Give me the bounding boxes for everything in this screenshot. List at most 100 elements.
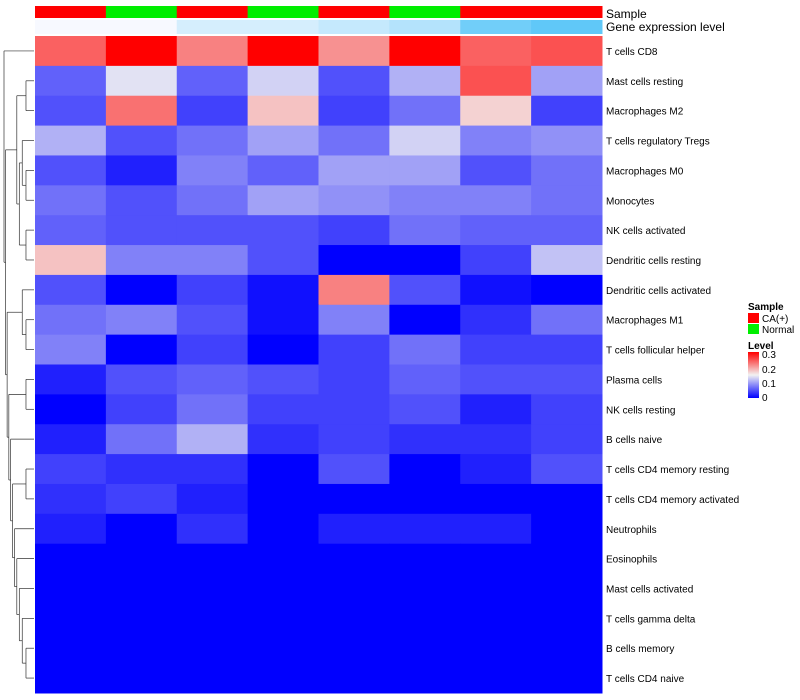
heatmap-cell — [247, 95, 319, 127]
heatmap-cell — [247, 185, 319, 216]
heatmap-cell — [531, 245, 603, 276]
heatmap-cell — [318, 573, 390, 604]
heatmap-cell — [389, 663, 461, 694]
gene-expression-annotation-track — [35, 20, 603, 34]
heatmap-cell — [176, 364, 249, 395]
heatmap-cell — [176, 543, 249, 575]
legend-sample-title: Sample — [748, 302, 784, 313]
heatmap-cell — [247, 573, 319, 604]
heatmap-cell — [460, 36, 532, 67]
heatmap-cell — [176, 424, 249, 455]
heatmap-cell — [35, 663, 107, 694]
heatmap-cell — [35, 215, 107, 246]
heatmap-cell — [105, 155, 178, 186]
heatmap-cell — [389, 125, 461, 156]
heatmap-cell — [35, 573, 107, 604]
heatmap-cell — [247, 424, 319, 455]
sample-annotation-cell — [247, 6, 319, 18]
heatmap-cell — [105, 663, 178, 694]
heatmap-cell — [247, 513, 319, 545]
heatmap-cell — [176, 36, 249, 67]
heatmap-cell — [35, 304, 107, 336]
heatmap-cell — [176, 513, 249, 545]
heatmap-cell — [389, 334, 461, 365]
heatmap-cell — [105, 274, 178, 306]
heatmap-cell — [389, 454, 461, 485]
heatmap-cell — [318, 513, 390, 545]
gene-expression-annotation-cell — [176, 20, 249, 34]
heatmap-cell — [105, 483, 178, 515]
sample-annotation-cell — [105, 6, 178, 18]
heatmap-cell — [460, 603, 532, 634]
heatmap-cell — [531, 603, 603, 634]
heatmap-cell — [318, 95, 390, 127]
row-label: Macrophages M2 — [606, 107, 684, 118]
heatmap-cell — [35, 155, 107, 186]
heatmap-cell — [460, 364, 532, 395]
heatmap-cell — [531, 483, 603, 515]
heatmap-cell — [35, 513, 107, 545]
row-label: T cells follicular helper — [606, 346, 705, 357]
heatmap-cell — [105, 633, 178, 664]
heatmap-cell — [35, 95, 107, 127]
heatmap-cell — [105, 603, 178, 634]
legend-swatch-ca — [748, 313, 759, 323]
heatmap-cell — [105, 125, 178, 156]
heatmap-cell — [318, 125, 390, 156]
heatmap-cell — [389, 36, 461, 67]
heatmap-cell — [531, 185, 603, 216]
row-label: Mast cells activated — [606, 584, 693, 595]
heatmap-cell — [35, 424, 107, 455]
legend-tick-0: 0 — [762, 393, 768, 404]
sample-annotation-cell — [460, 6, 532, 18]
heatmap-cell — [176, 125, 249, 156]
row-label: T cells regulatory Tregs — [606, 137, 710, 148]
heatmap-cell — [318, 364, 390, 395]
gene-expression-annotation-cell — [318, 20, 390, 34]
row-label: Eosinophils — [606, 555, 657, 566]
row-label: NK cells activated — [606, 226, 685, 237]
row-label: B cells naive — [606, 435, 663, 446]
heatmap-cell — [531, 334, 603, 365]
heatmap-cell — [247, 454, 319, 485]
heatmap-cell — [318, 245, 390, 276]
heatmap-cell — [105, 215, 178, 246]
heatmap-cell — [105, 95, 178, 127]
heatmap-cell — [460, 454, 532, 485]
heatmap-cell — [389, 185, 461, 216]
heatmap-cell — [176, 394, 249, 425]
heatmap-cell — [531, 513, 603, 545]
heatmap-cell — [531, 125, 603, 156]
row-label: Plasma cells — [606, 375, 662, 386]
legend: Sample CA(+) Normal Level 0.3 0.2 0.1 0 — [748, 302, 794, 404]
heatmap-cell — [105, 304, 178, 336]
heatmap-cell — [460, 245, 532, 276]
heatmap-cell — [247, 36, 319, 67]
heatmap-cell — [35, 543, 107, 575]
heatmap-cell — [389, 364, 461, 395]
legend-level-title: Level — [748, 341, 774, 352]
row-label: Macrophages M1 — [606, 316, 684, 327]
heatmap-cells — [35, 36, 603, 694]
heatmap-cell — [35, 334, 107, 365]
heatmap-cell — [176, 155, 249, 186]
heatmap-cell — [247, 274, 319, 306]
heatmap-cell — [35, 274, 107, 306]
heatmap-cell — [389, 603, 461, 634]
heatmap-cell — [318, 185, 390, 216]
heatmap-cell — [531, 454, 603, 485]
heatmap-cell — [389, 633, 461, 664]
gene-expression-annotation-cell — [460, 20, 532, 34]
heatmap-cell — [105, 334, 178, 365]
heatmap-cell — [176, 65, 249, 97]
gene-expression-annotation-cell — [389, 20, 461, 34]
heatmap-cell — [531, 573, 603, 604]
heatmap-cell — [247, 633, 319, 664]
heatmap-cell — [247, 215, 319, 246]
row-label: Monocytes — [606, 196, 654, 207]
heatmap-cell — [247, 334, 319, 365]
row-dendrogram — [3, 50, 34, 679]
heatmap-cell — [460, 185, 532, 216]
gene-expression-annotation-cell — [35, 20, 107, 34]
